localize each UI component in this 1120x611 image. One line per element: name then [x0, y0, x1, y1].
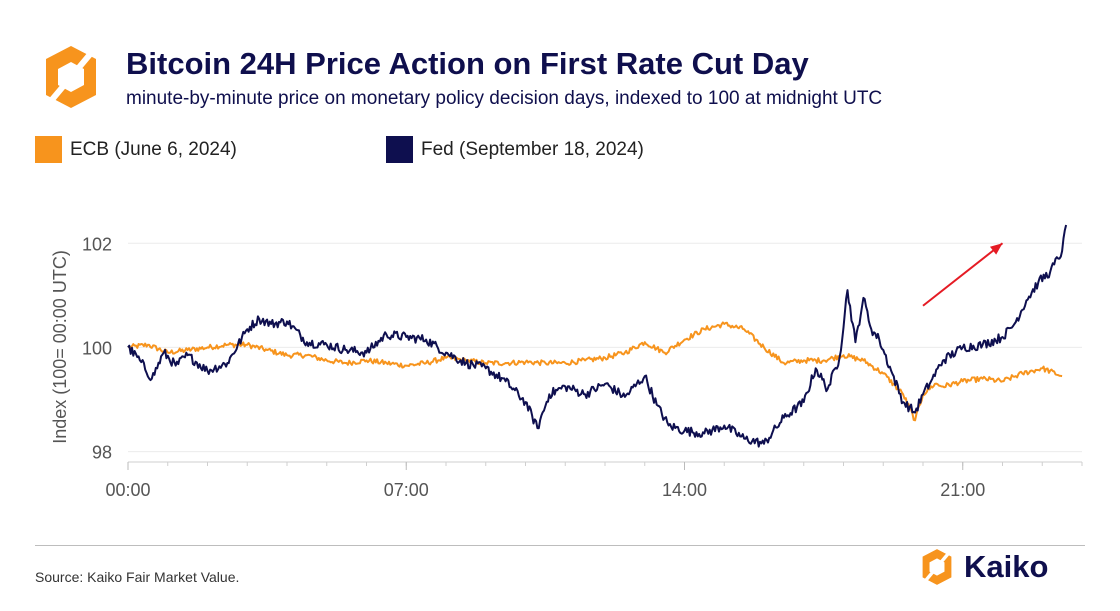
x-tick-label: 21:00 — [940, 480, 985, 500]
brand-logo: Kaiko — [918, 548, 1048, 586]
chart-title: Bitcoin 24H Price Action on First Rate C… — [126, 46, 809, 81]
legend-swatch-fed — [386, 136, 413, 163]
footer-divider — [35, 545, 1085, 546]
legend-swatch-ecb — [35, 136, 62, 163]
annotation-arrowhead — [989, 243, 1003, 255]
y-axis-label: Index (100= 00:00 UTC) — [50, 250, 70, 444]
y-tick-label: 98 — [92, 443, 112, 463]
legend-label-fed: Fed (September 18, 2024) — [421, 138, 644, 160]
source-note: Source: Kaiko Fair Market Value. — [35, 569, 240, 585]
kaiko-logo-icon — [46, 46, 96, 108]
chart-subtitle: minute-by-minute price on monetary polic… — [126, 88, 883, 109]
y-tick-label: 100 — [82, 338, 112, 358]
series-line-ecb — [127, 321, 1063, 422]
legend-label-ecb: ECB (June 6, 2024) — [70, 138, 237, 160]
legend-item-ecb: ECB (June 6, 2024) — [35, 136, 237, 163]
brand-name: Kaiko — [964, 549, 1049, 584]
annotation-arrow — [922, 242, 1004, 307]
series-line-fed — [127, 224, 1068, 448]
legend-item-fed: Fed (September 18, 2024) — [386, 136, 644, 163]
y-tick-label: 102 — [82, 234, 112, 254]
x-tick-label: 14:00 — [662, 480, 707, 500]
x-tick-label: 00:00 — [105, 480, 150, 500]
x-tick-label: 07:00 — [384, 480, 429, 500]
kaiko-brand-icon — [922, 549, 952, 585]
